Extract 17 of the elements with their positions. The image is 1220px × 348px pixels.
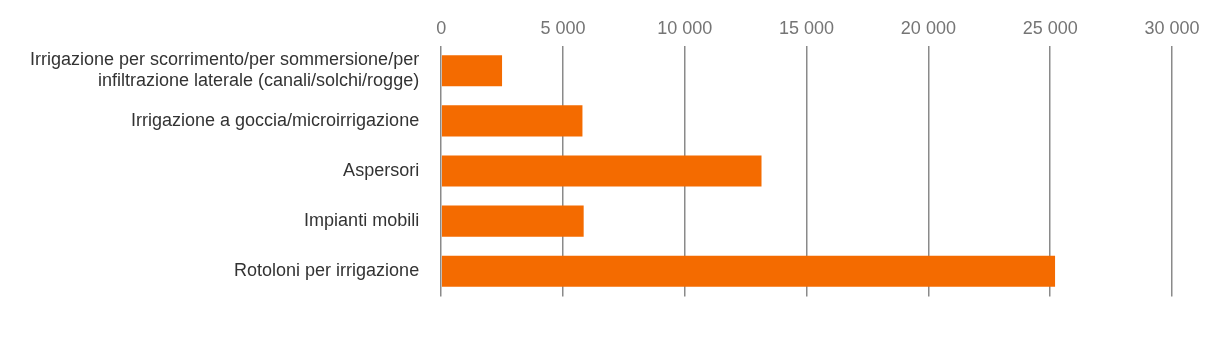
x-tick-label: 10 000 bbox=[657, 17, 713, 38]
x-tick-label: 0 bbox=[436, 17, 447, 38]
bar bbox=[441, 105, 583, 137]
y-tick-label: Rotoloni per irrigazione bbox=[234, 260, 420, 281]
y-tick-label: Impianti mobili bbox=[304, 210, 420, 231]
y-tick-label: Irrigazione per scorrimento/per sommersione/per infiltrazione laterale (canali/solchi/rogge) bbox=[30, 48, 420, 91]
x-tick-label: 25 000 bbox=[1022, 17, 1078, 38]
x-tick-label: 30 000 bbox=[1144, 17, 1200, 38]
x-tick-label: 15 000 bbox=[779, 17, 835, 38]
bar bbox=[441, 55, 503, 87]
y-tick-label: Irrigazione a goccia/microirrigazione bbox=[131, 109, 420, 130]
y-tick-label: Aspersori bbox=[343, 159, 420, 180]
bar bbox=[441, 205, 584, 237]
bar bbox=[441, 255, 1056, 287]
bar bbox=[441, 155, 762, 187]
x-tick-label: 20 000 bbox=[900, 17, 956, 38]
x-tick-label: 5 000 bbox=[540, 17, 586, 38]
